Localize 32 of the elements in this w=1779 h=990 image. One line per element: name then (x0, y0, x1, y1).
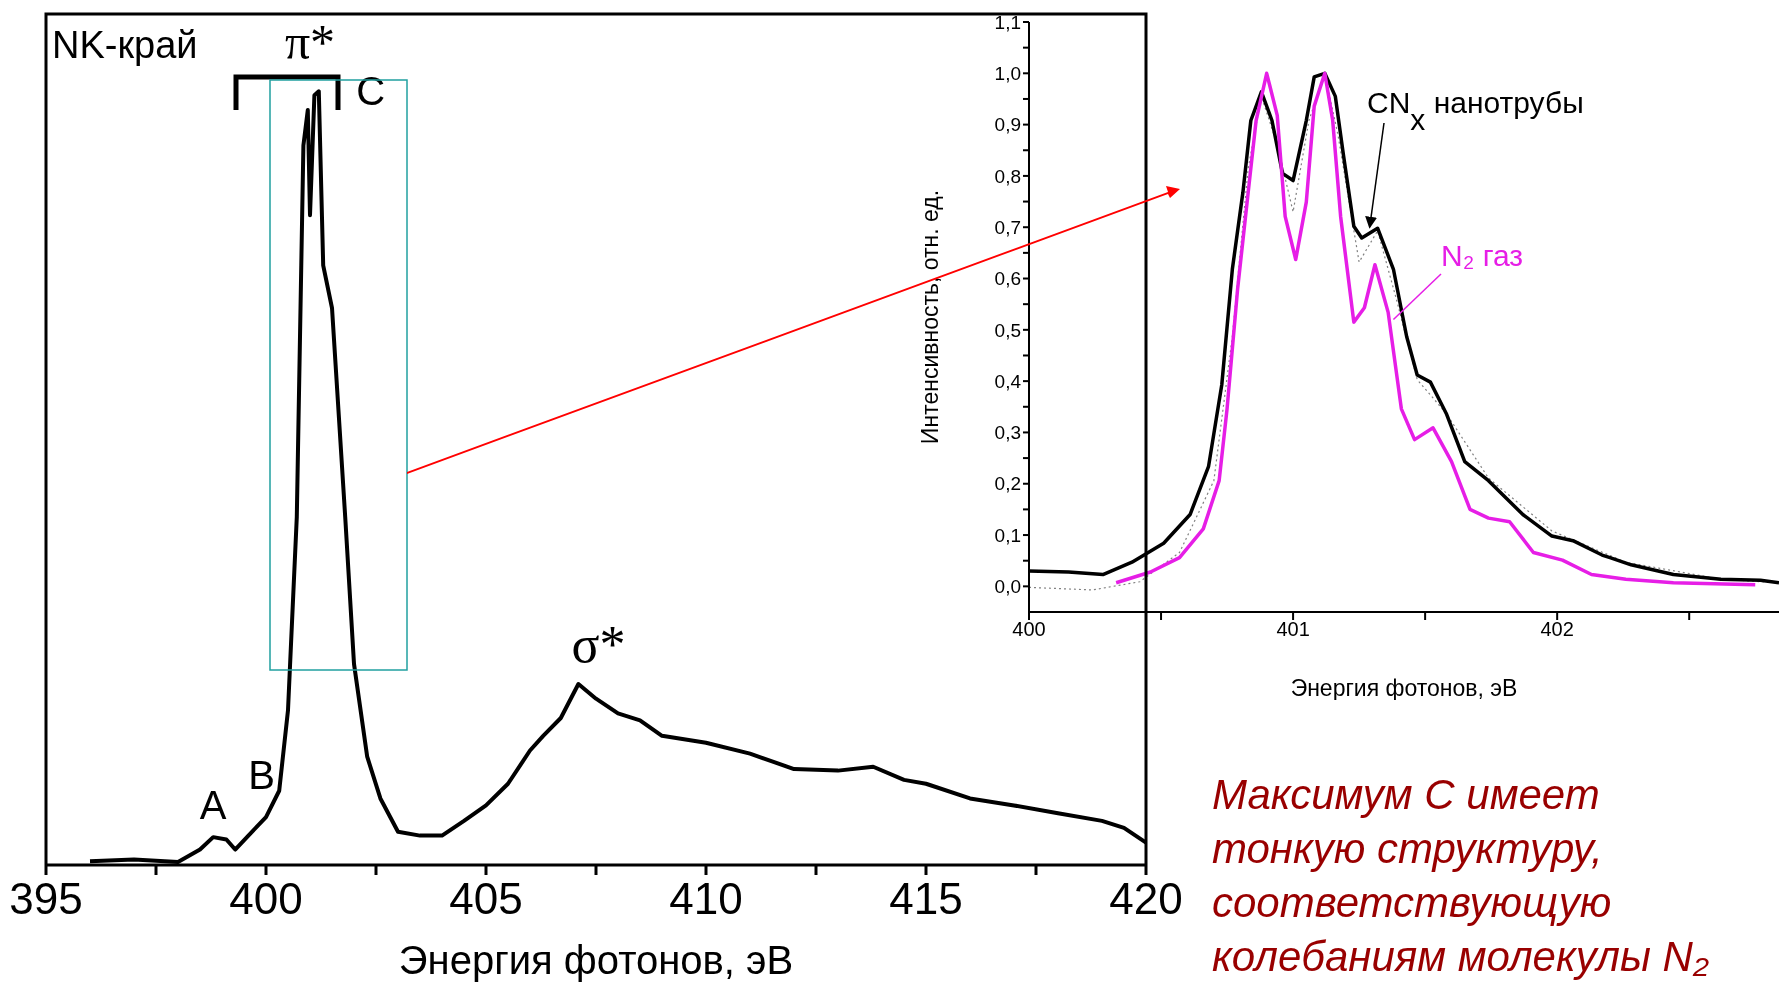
text: Максимум С имеет тонкую структуру, соответствующую колебаниям молекулы N₂ (1212, 770, 1710, 982)
annotation: A (199, 783, 227, 828)
x-axis-title: Энергия фотонов, эВ (398, 938, 794, 982)
annotation: π* (284, 14, 336, 71)
y-tick-label: 0,7 (994, 216, 1021, 238)
y-tick-label: 0,8 (994, 165, 1021, 187)
y-axis-title: Интенсивность, отн. ед. (917, 189, 944, 445)
x-tick-label: 415 (889, 874, 963, 924)
y-tick-label: 0,3 (994, 422, 1021, 444)
x-tick-label: 400 (1012, 618, 1046, 641)
y-tick-label: 1,1 (994, 11, 1021, 33)
x-tick-label: 400 (229, 874, 303, 924)
y-tick-label: 0,5 (994, 319, 1021, 341)
y-tick-label: 0,4 (994, 370, 1022, 392)
text: NK-край (52, 24, 198, 66)
text: N₂ газ (1441, 239, 1524, 272)
y-tick-label: 0,0 (994, 576, 1021, 598)
annotation: C (356, 69, 386, 114)
x-tick-label: 410 (669, 874, 743, 924)
annotation: B (248, 752, 275, 797)
x-tick-label: 402 (1540, 618, 1574, 641)
x-tick-label: 395 (9, 874, 83, 924)
y-tick-label: 0,1 (994, 524, 1021, 546)
y-tick-label: 0,2 (994, 473, 1021, 495)
y-tick-label: 1,0 (994, 63, 1021, 85)
x-tick-label: 420 (1109, 874, 1183, 924)
annotation: σ* (571, 615, 626, 673)
x-tick-label: 401 (1276, 618, 1310, 641)
y-tick-label: 0,9 (994, 114, 1021, 136)
x-axis-title: Энергия фотонов, эВ (1290, 675, 1518, 701)
x-tick-label: 405 (449, 874, 523, 924)
y-tick-label: 0,6 (994, 268, 1021, 290)
